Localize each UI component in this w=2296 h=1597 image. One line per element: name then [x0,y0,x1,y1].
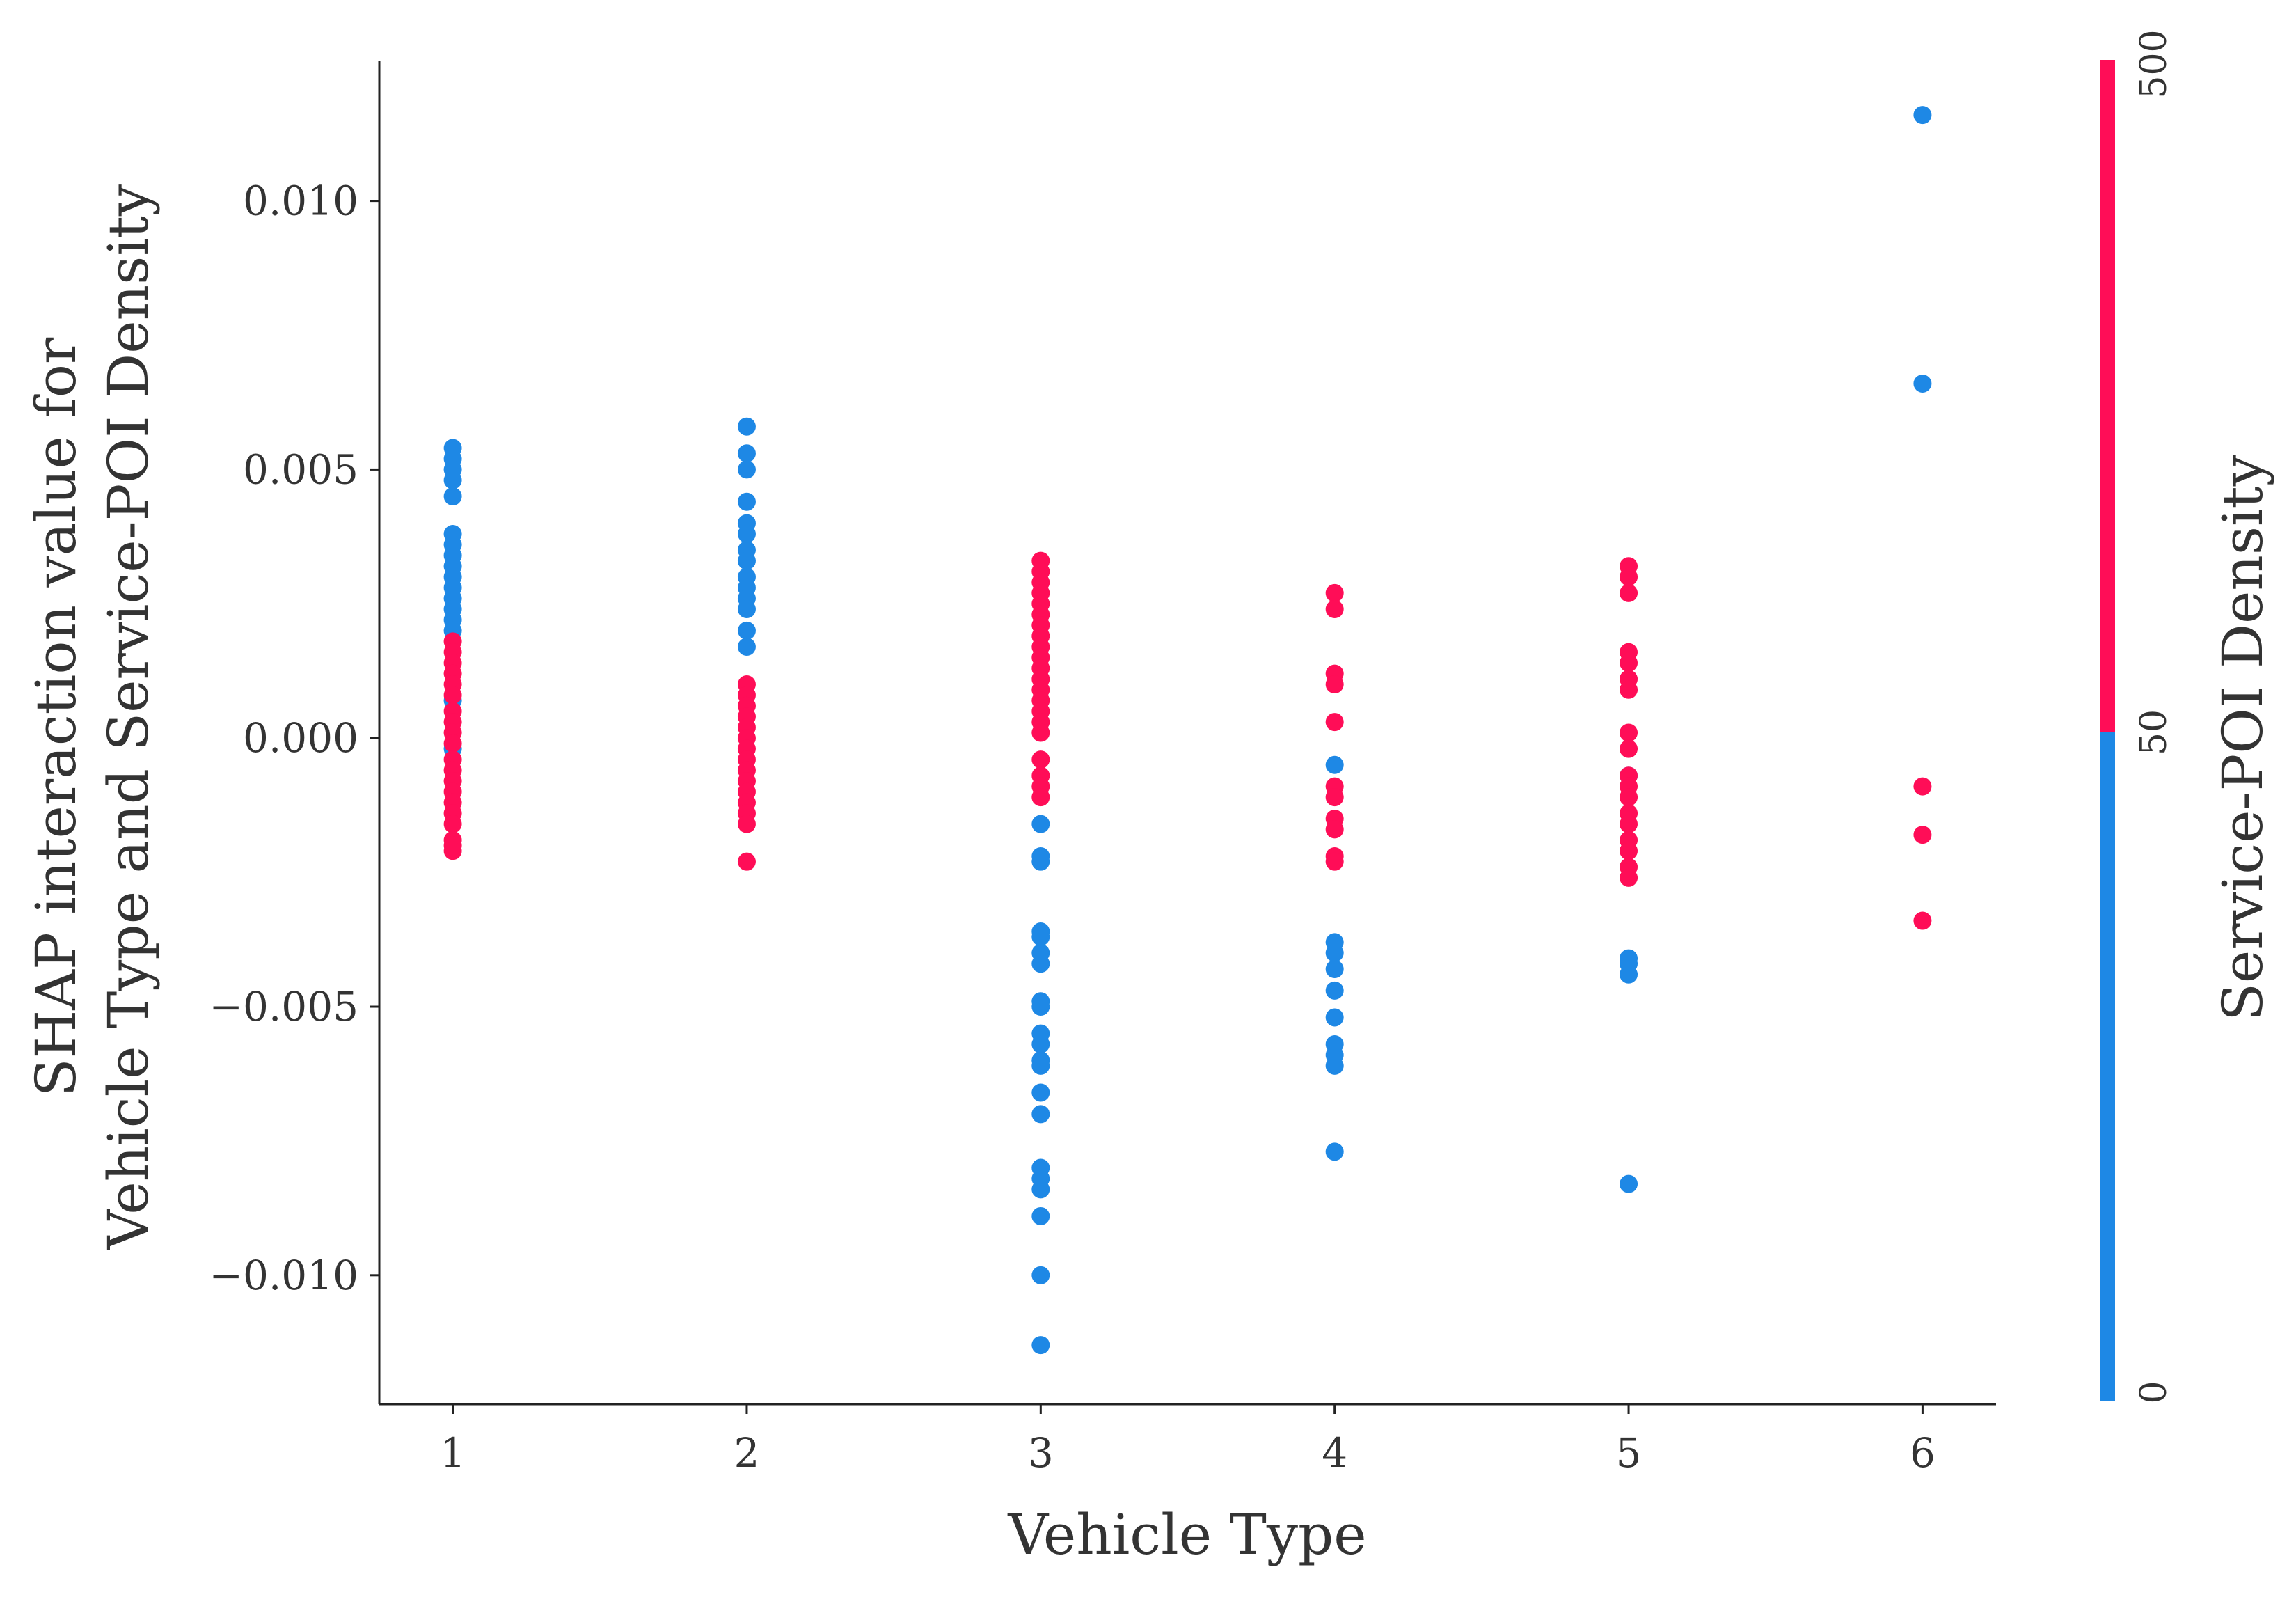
data-point-high-density [1913,777,1932,796]
data-point-high-density [443,815,462,833]
data-point-low-density [737,460,756,479]
data-point-high-density [737,815,756,833]
data-point-low-density [1325,943,1344,962]
data-points [443,106,1932,1355]
data-point-high-density [1913,826,1932,844]
data-point-low-density [1031,1180,1050,1199]
y-axis-title-line2: Vehicle Type and Service-POI Density [96,184,161,1250]
x-tick-label: 3 [1028,1429,1054,1477]
data-point-high-density [1325,788,1344,807]
data-point-low-density [443,487,462,505]
data-point-high-density [1620,739,1638,758]
data-point-high-density [1325,600,1344,619]
data-point-high-density [1620,842,1638,860]
data-point-high-density [1031,788,1050,807]
y-tick-label: −0.010 [209,1252,358,1299]
data-point-low-density [737,492,756,511]
colorbar-tick-500: 500 [2133,29,2175,98]
data-point-high-density [1325,713,1344,732]
data-point-low-density [1031,1336,1050,1355]
y-tick-label: 0.000 [243,714,358,762]
x-tick-label: 6 [1910,1429,1935,1477]
data-point-low-density [1031,1035,1050,1054]
data-point-low-density [1031,1083,1050,1102]
data-point-low-density [1620,1174,1638,1193]
data-point-high-density [1620,583,1638,602]
data-point-low-density [1325,755,1344,774]
data-point-high-density [1325,852,1344,871]
data-point-low-density [1913,106,1932,125]
data-point-low-density [443,471,462,489]
data-point-low-density [1325,981,1344,1000]
data-point-low-density [1031,1105,1050,1124]
data-point-low-density [737,600,756,619]
data-point-low-density [737,621,756,640]
data-point-low-density [1620,965,1638,984]
y-axis-ticks: −0.010 −0.005 0.000 0.005 0.010 [209,178,379,1299]
data-point-high-density [1031,750,1050,769]
y-tick-label: −0.005 [209,983,358,1030]
y-tick-label: 0.005 [243,446,358,493]
data-point-high-density [1620,788,1638,807]
x-tick-label: 4 [1322,1429,1347,1477]
data-point-low-density [737,525,756,544]
data-point-high-density [1620,680,1638,699]
data-point-high-density [1620,723,1638,742]
x-tick-label: 2 [734,1429,760,1477]
data-point-high-density [1620,868,1638,887]
data-point-low-density [1913,374,1932,393]
data-point-high-density [443,686,462,705]
data-point-high-density [1325,820,1344,839]
data-point-low-density [1031,1206,1050,1225]
colorbar-high-segment [2100,60,2115,732]
x-axis-ticks: 1 2 3 4 5 6 [440,1404,1935,1477]
colorbar-tick-0: 0 [2133,1380,2175,1403]
data-point-low-density [1325,1008,1344,1027]
data-point-high-density [443,842,462,860]
data-point-high-density [1620,654,1638,672]
data-point-low-density [1031,1266,1050,1284]
y-axis-title-line1: SHAP interaction value for [24,337,88,1096]
data-point-low-density [737,417,756,436]
data-point-high-density [1620,815,1638,833]
data-point-low-density [1325,1142,1344,1161]
data-point-low-density [1031,815,1050,833]
data-point-low-density [1325,1056,1344,1075]
data-point-low-density [1031,1056,1050,1075]
data-point-low-density [1031,954,1050,973]
data-point-high-density [1620,567,1638,586]
colorbar-low-segment [2100,732,2115,1401]
data-point-high-density [737,852,756,871]
data-point-low-density [1031,852,1050,871]
x-tick-label: 5 [1616,1429,1642,1477]
data-point-high-density [1913,911,1932,930]
data-point-low-density [1031,927,1050,946]
y-tick-label: 0.010 [243,178,358,225]
x-axis-title: Vehicle Type [1007,1502,1366,1567]
x-tick-label: 1 [440,1429,466,1477]
colorbar: 500 50 0 Service-POI Density [2100,29,2275,1404]
data-point-high-density [1325,583,1344,602]
data-point-low-density [737,551,756,570]
data-point-low-density [737,444,756,463]
colorbar-title: Service-POI Density [2210,455,2275,1021]
data-point-low-density [737,638,756,656]
data-point-high-density [443,734,462,753]
data-point-high-density [1031,723,1050,742]
colorbar-tick-50: 50 [2133,709,2175,755]
data-point-low-density [1031,998,1050,1016]
data-point-high-density [1325,675,1344,694]
data-point-low-density [1325,960,1344,979]
